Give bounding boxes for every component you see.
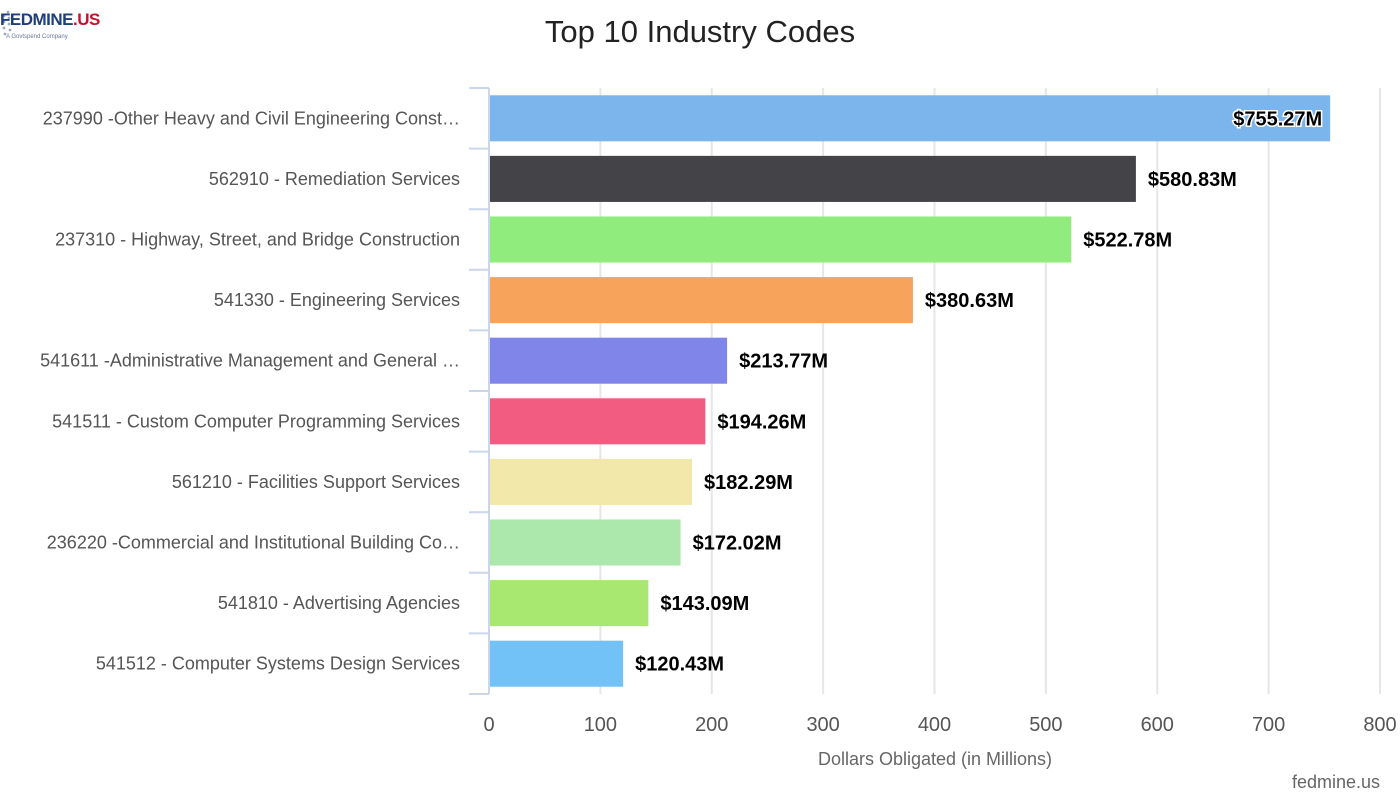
bar	[490, 640, 624, 687]
bar	[490, 155, 1136, 202]
bar	[490, 519, 681, 566]
x-tick-label: 600	[1141, 714, 1174, 736]
x-axis-ticks: 0 100 200 300 400 500 600 700 800	[483, 714, 1396, 736]
logo-suffix: .US	[73, 10, 100, 29]
logo-dots-icon	[2, 10, 12, 36]
data-label: $213.77M	[739, 351, 828, 373]
y-category-label: 237310 - Highway, Street, and Bridge Con…	[55, 230, 460, 250]
x-tick-label: 100	[584, 714, 617, 736]
bar	[490, 337, 728, 384]
bar	[490, 216, 1072, 263]
logo-subtitle: A Govtspend Company	[6, 34, 68, 40]
bar	[490, 277, 913, 324]
bar	[490, 458, 693, 505]
data-label: $580.83M	[1148, 169, 1237, 191]
data-label: $172.02M	[693, 533, 782, 555]
y-category-label: 541512 - Computer Systems Design Service…	[96, 654, 460, 674]
x-tick-label: 200	[695, 714, 728, 736]
logo-text: FEDMINE	[0, 10, 74, 29]
x-tick-label: 800	[1363, 714, 1396, 736]
y-category-label: 236220 -Commercial and Institutional Bui…	[47, 533, 460, 553]
bar	[490, 95, 1331, 142]
x-tick-label: 700	[1252, 714, 1285, 736]
data-labels: $755.27M $580.83M $522.78M $380.63M $213.77M…	[635, 107, 1324, 676]
y-category-label: 541511 - Custom Computer Programming Ser…	[52, 411, 460, 431]
y-category-label: 237990 -Other Heavy and Civil Engineerin…	[43, 108, 460, 128]
data-label: $380.63M	[925, 290, 1014, 312]
chart-title: Top 10 Industry Codes	[544, 14, 856, 49]
data-label: $755.27M	[1233, 108, 1322, 130]
y-category-label: 541330 - Engineering Services	[214, 290, 460, 310]
bars-group	[490, 95, 1331, 687]
x-tick-label: 0	[483, 714, 494, 736]
fedmine-logo: FEDMINE.US A Govtspend Company	[0, 6, 120, 46]
y-category-label: 562910 - Remediation Services	[209, 169, 460, 189]
data-label: $194.26M	[717, 411, 806, 433]
data-label: $120.43M	[635, 654, 724, 676]
data-label: $143.09M	[660, 593, 749, 615]
category-labels: 237990 -Other Heavy and Civil Engineerin…	[40, 108, 460, 673]
data-label: $182.29M	[704, 472, 793, 494]
y-category-label: 541810 - Advertising Agencies	[218, 593, 460, 613]
data-label: $522.78M	[1083, 230, 1172, 252]
credit-text: fedmine.us	[1291, 772, 1380, 792]
x-tick-label: 300	[806, 714, 839, 736]
y-category-label: 541611 -Administrative Management and Ge…	[40, 351, 460, 371]
bar	[490, 580, 649, 627]
x-tick-label: 400	[918, 714, 951, 736]
bar	[490, 398, 706, 445]
x-axis-title: Dollars Obligated (in Millions)	[818, 749, 1052, 769]
x-tick-label: 500	[1029, 714, 1062, 736]
y-category-label: 561210 - Facilities Support Services	[172, 472, 460, 492]
